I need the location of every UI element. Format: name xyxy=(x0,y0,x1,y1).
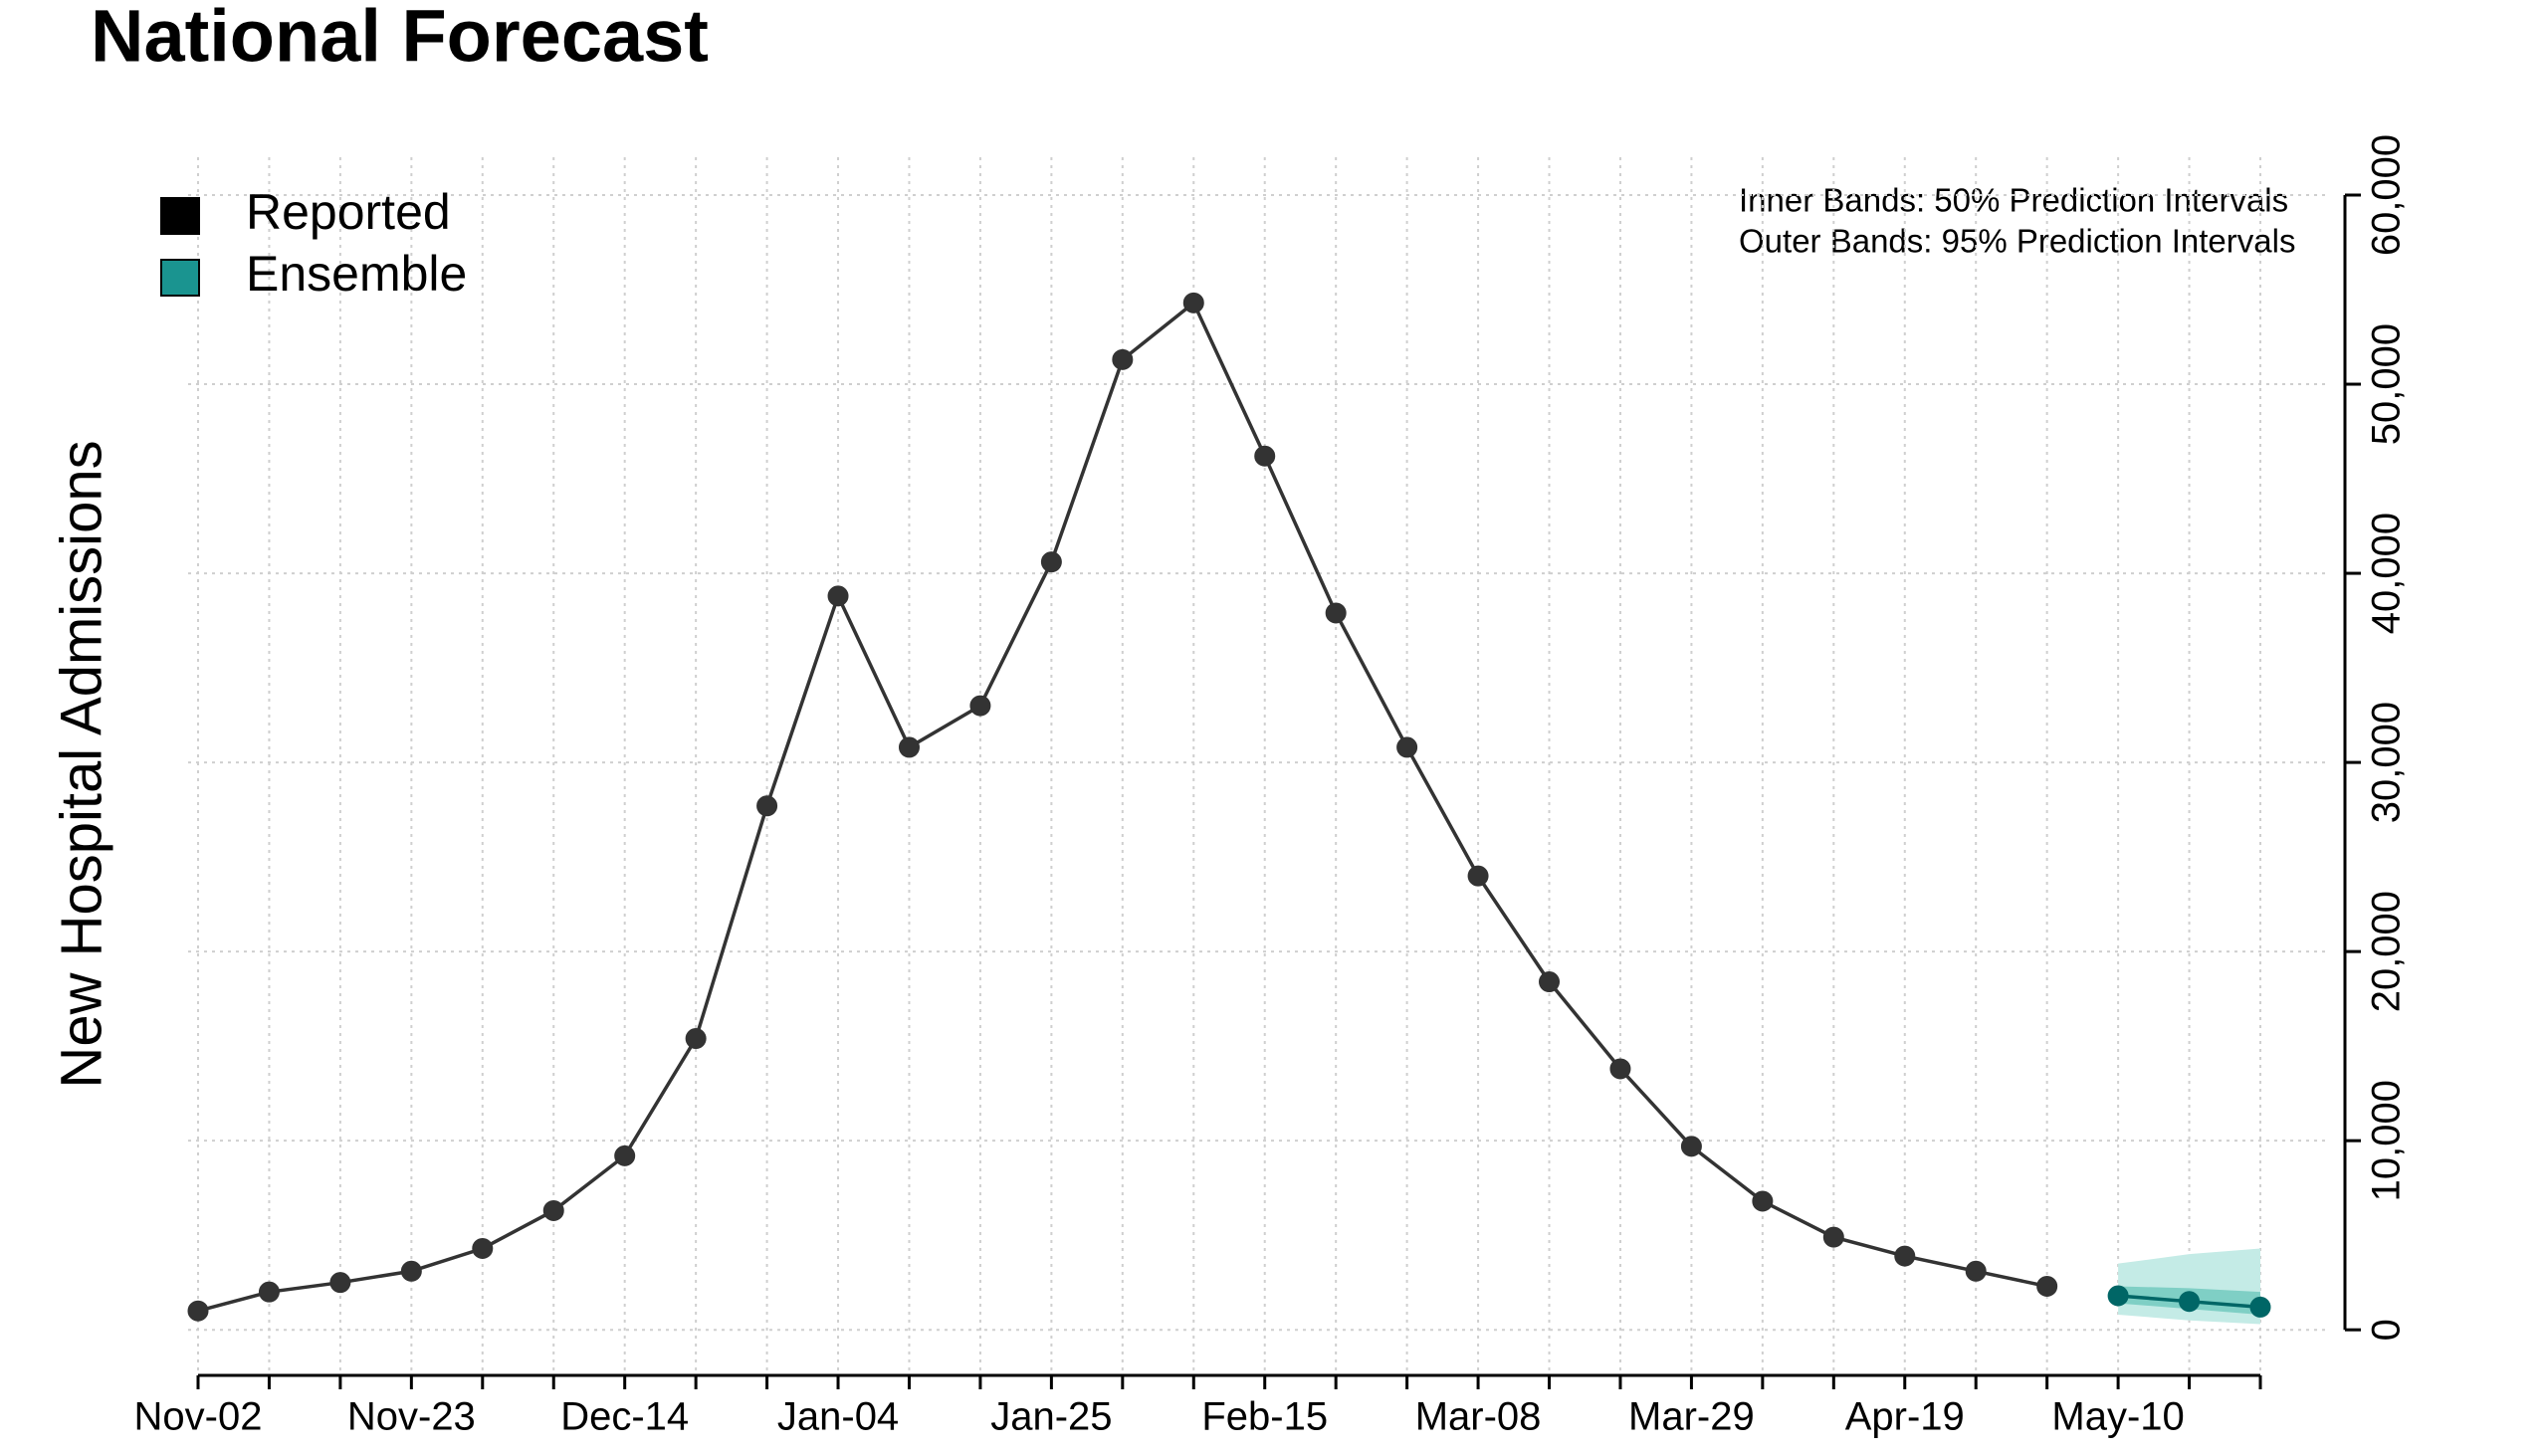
data-point xyxy=(400,1260,422,1282)
chart-title: National Forecast xyxy=(91,0,709,78)
y-tick-label: 60,000 xyxy=(2365,134,2409,256)
data-point xyxy=(2107,1285,2129,1307)
y-tick-label: 50,000 xyxy=(2365,323,2409,445)
y-tick-label: 10,000 xyxy=(2365,1080,2409,1201)
y-axis-label: New Hospital Admissions xyxy=(49,440,113,1088)
y-tick-label: 0 xyxy=(2365,1319,2409,1341)
x-tick-label: Jan-04 xyxy=(777,1395,899,1439)
data-point xyxy=(542,1199,564,1221)
x-tick-label: Mar-29 xyxy=(1628,1395,1755,1439)
legend-swatch xyxy=(160,197,200,235)
data-point xyxy=(258,1281,280,1303)
data-point xyxy=(2249,1296,2271,1318)
data-point xyxy=(2179,1291,2201,1313)
x-tick-label: Mar-08 xyxy=(1415,1395,1542,1439)
legend-label: Ensemble xyxy=(246,246,467,302)
y-tick-label: 20,000 xyxy=(2365,891,2409,1012)
annotation: Inner Bands: 50% Prediction Intervals xyxy=(1739,182,2288,219)
data-point xyxy=(969,695,991,717)
data-point xyxy=(1254,445,1276,467)
data-point xyxy=(756,795,778,817)
legend-swatch xyxy=(160,259,200,297)
data-point xyxy=(1040,551,1062,573)
x-tick-label: Apr-19 xyxy=(1845,1395,1965,1439)
data-point xyxy=(1467,865,1489,887)
annotation: Outer Bands: 95% Prediction Intervals xyxy=(1739,223,2295,260)
data-point xyxy=(329,1272,351,1294)
x-tick-label: Jan-25 xyxy=(990,1395,1112,1439)
data-point xyxy=(1822,1226,1844,1248)
data-point xyxy=(1965,1260,1987,1282)
x-tick-label: May-10 xyxy=(2051,1395,2184,1439)
data-point xyxy=(614,1144,636,1166)
data-point xyxy=(1182,292,1204,313)
data-point xyxy=(1752,1190,1774,1212)
data-point xyxy=(1325,602,1347,624)
data-point xyxy=(1539,971,1561,993)
x-tick-label: Dec-14 xyxy=(560,1395,689,1439)
data-point xyxy=(1894,1245,1916,1267)
data-point xyxy=(2036,1275,2058,1297)
x-tick-label: Nov-02 xyxy=(134,1395,263,1439)
data-point xyxy=(1396,736,1418,758)
data-point xyxy=(1112,348,1134,370)
data-point xyxy=(827,585,849,607)
data-point xyxy=(187,1300,209,1322)
data-point xyxy=(1609,1058,1631,1080)
y-tick-label: 40,000 xyxy=(2365,513,2409,634)
data-point xyxy=(1680,1136,1702,1157)
legend-label: Reported xyxy=(246,184,451,240)
data-point xyxy=(898,736,920,758)
x-tick-label: Nov-23 xyxy=(347,1395,476,1439)
data-point xyxy=(472,1237,494,1259)
data-point xyxy=(685,1028,707,1050)
y-tick-label: 30,000 xyxy=(2365,702,2409,823)
x-tick-label: Feb-15 xyxy=(1201,1395,1328,1439)
